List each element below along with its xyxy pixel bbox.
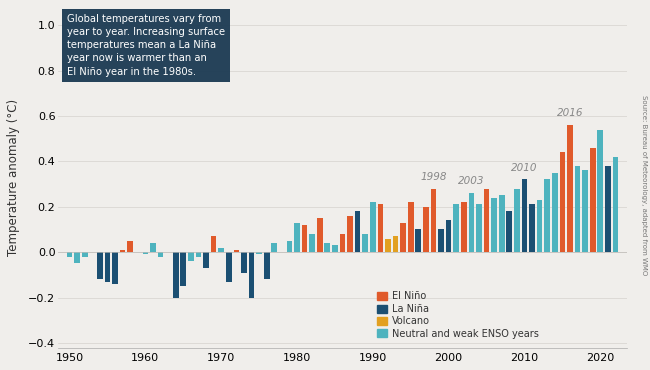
Bar xyxy=(302,225,307,252)
Bar xyxy=(226,252,231,282)
Bar xyxy=(309,234,315,252)
Bar xyxy=(385,239,391,252)
Bar xyxy=(514,189,520,252)
Bar xyxy=(105,252,111,282)
Bar xyxy=(347,216,353,252)
Bar xyxy=(272,243,277,252)
Bar xyxy=(521,179,527,252)
Bar xyxy=(491,198,497,252)
Bar xyxy=(393,236,398,252)
Text: 1998: 1998 xyxy=(420,172,447,182)
Bar xyxy=(612,157,618,252)
Bar xyxy=(340,234,345,252)
Bar xyxy=(431,189,436,252)
Bar xyxy=(241,252,247,273)
Bar xyxy=(67,252,72,257)
Bar xyxy=(287,241,292,252)
Bar xyxy=(150,243,156,252)
Bar xyxy=(355,211,361,252)
Bar xyxy=(423,207,429,252)
Bar xyxy=(249,252,254,297)
Bar xyxy=(575,166,580,252)
Bar xyxy=(97,252,103,279)
Bar xyxy=(499,195,504,252)
Bar xyxy=(142,252,148,255)
Bar xyxy=(506,211,512,252)
Bar xyxy=(469,193,474,252)
Bar xyxy=(537,200,543,252)
Bar xyxy=(256,252,262,255)
Bar xyxy=(544,179,550,252)
Bar xyxy=(158,252,163,257)
Text: Global temperatures vary from
year to year. Increasing surface
temperatures mean: Global temperatures vary from year to ye… xyxy=(67,14,225,77)
Bar xyxy=(560,152,566,252)
Bar xyxy=(438,229,444,252)
Bar xyxy=(264,252,270,279)
Bar xyxy=(597,130,603,252)
Y-axis label: Temperature anomaly (°C): Temperature anomaly (°C) xyxy=(7,99,20,256)
Bar xyxy=(453,205,459,252)
Bar xyxy=(218,248,224,252)
Bar xyxy=(400,223,406,252)
Text: Source: Bureau of Meteorology, adapted from WMO: Source: Bureau of Meteorology, adapted f… xyxy=(641,95,647,275)
Bar xyxy=(74,252,80,263)
Bar xyxy=(567,125,573,252)
Bar xyxy=(605,166,611,252)
Bar xyxy=(408,202,413,252)
Legend: El Niño, La Niña, Volcano, Neutral and weak ENSO years: El Niño, La Niña, Volcano, Neutral and w… xyxy=(373,287,542,343)
Bar xyxy=(173,252,179,297)
Bar xyxy=(211,236,216,252)
Bar xyxy=(181,252,186,286)
Bar xyxy=(317,218,322,252)
Bar xyxy=(415,229,421,252)
Bar xyxy=(370,202,376,252)
Bar xyxy=(324,243,330,252)
Bar xyxy=(461,202,467,252)
Text: 2003: 2003 xyxy=(458,176,485,186)
Bar xyxy=(378,205,384,252)
Bar xyxy=(127,241,133,252)
Bar xyxy=(529,205,535,252)
Bar xyxy=(332,245,338,252)
Bar xyxy=(590,148,595,252)
Bar xyxy=(196,252,202,257)
Bar xyxy=(120,250,125,252)
Bar xyxy=(188,252,194,261)
Bar xyxy=(552,173,558,252)
Text: 2016: 2016 xyxy=(556,108,583,118)
Bar xyxy=(112,252,118,284)
Bar xyxy=(582,171,588,252)
Bar xyxy=(446,221,452,252)
Bar xyxy=(484,189,489,252)
Bar xyxy=(233,250,239,252)
Bar xyxy=(294,223,300,252)
Bar xyxy=(203,252,209,268)
Bar xyxy=(476,205,482,252)
Text: 2010: 2010 xyxy=(511,163,538,173)
Bar xyxy=(363,234,368,252)
Bar xyxy=(82,252,88,257)
